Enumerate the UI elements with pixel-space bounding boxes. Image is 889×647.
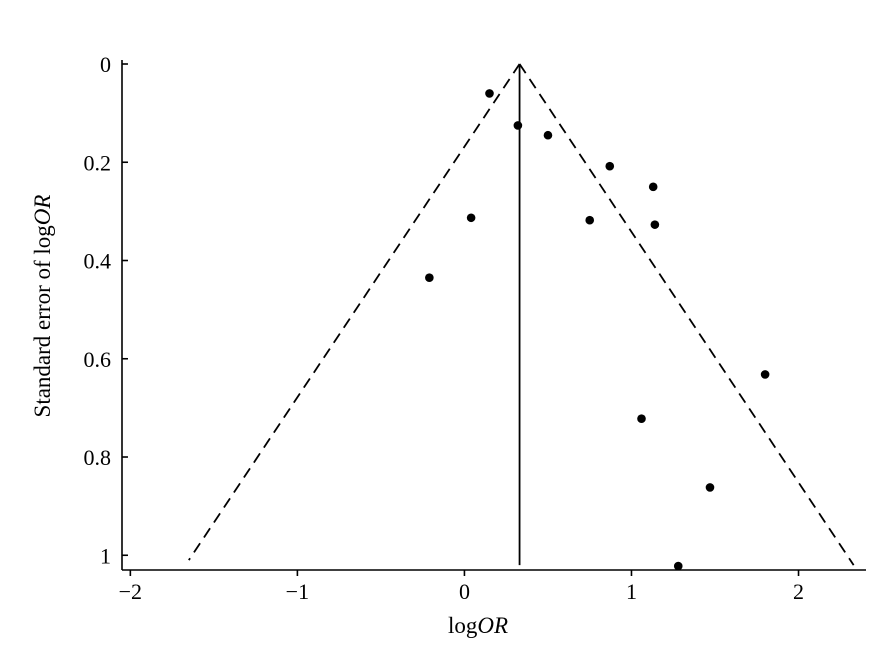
y-tick-label: 1 bbox=[100, 543, 111, 568]
study-point bbox=[673, 561, 683, 571]
y-axis-title-italic: OR bbox=[30, 195, 55, 226]
study-point bbox=[760, 370, 770, 379]
funnel-right-limit bbox=[518, 63, 855, 566]
y-tick-label: 0.6 bbox=[84, 347, 112, 372]
study-point bbox=[648, 182, 658, 192]
study-point bbox=[637, 414, 646, 423]
y-axis-title: Standard error of logOR bbox=[30, 195, 55, 418]
study-point bbox=[425, 273, 434, 282]
study-point bbox=[605, 161, 615, 171]
x-tick-label: −2 bbox=[119, 579, 142, 604]
study-points bbox=[425, 89, 770, 571]
x-tick-label: 0 bbox=[459, 579, 470, 604]
funnel-limits bbox=[188, 63, 855, 566]
y-axis-title-prefix: Standard error of log bbox=[30, 225, 55, 418]
x-axis-title-prefix: log bbox=[448, 613, 478, 638]
x-tick-label: 2 bbox=[793, 579, 804, 604]
x-axis-ticks: −2 −1 0 1 2 bbox=[119, 570, 804, 604]
study-point bbox=[705, 483, 715, 492]
y-tick-label: 0.2 bbox=[84, 150, 112, 175]
y-tick-label: 0.4 bbox=[84, 249, 112, 274]
study-point bbox=[466, 213, 476, 223]
x-tick-label: 1 bbox=[626, 579, 637, 604]
study-point bbox=[485, 89, 494, 98]
x-tick-label: −1 bbox=[286, 579, 309, 604]
study-point bbox=[650, 220, 660, 229]
y-tick-label: 0.8 bbox=[84, 445, 112, 470]
y-tick-label: 0 bbox=[100, 52, 111, 77]
study-point bbox=[513, 121, 523, 130]
study-point bbox=[585, 215, 595, 225]
x-axis-title: logOR bbox=[448, 613, 508, 638]
axes: −2 −1 0 1 2 0 0.2 0.4 0.6 0.8 1 bbox=[84, 52, 866, 604]
y-axis-ticks: 0 0.2 0.4 0.6 0.8 1 bbox=[84, 52, 128, 568]
funnel-left-limit bbox=[188, 63, 521, 561]
x-axis-title-italic: OR bbox=[477, 613, 508, 638]
study-point bbox=[543, 130, 553, 140]
